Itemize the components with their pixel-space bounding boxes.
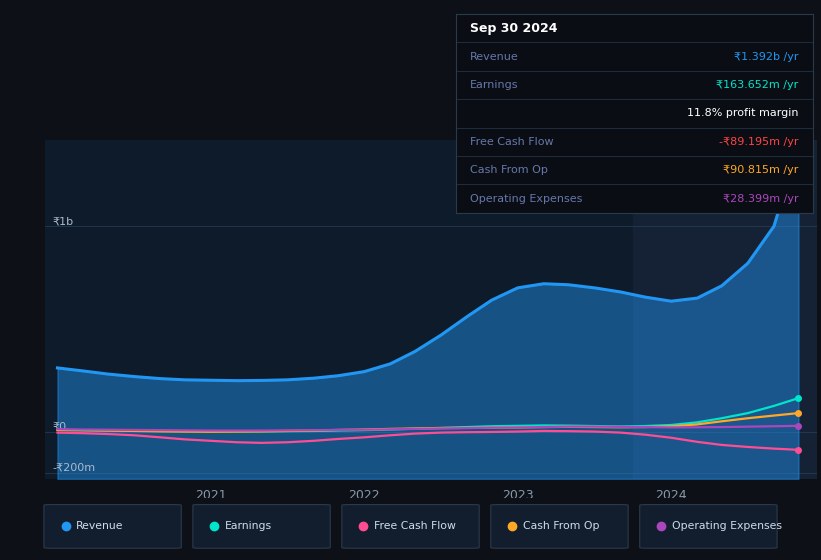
FancyBboxPatch shape (342, 505, 479, 548)
Text: Free Cash Flow: Free Cash Flow (470, 137, 553, 147)
Text: ₹163.652m /yr: ₹163.652m /yr (716, 80, 799, 90)
Text: ₹28.399m /yr: ₹28.399m /yr (722, 194, 799, 204)
Text: Earnings: Earnings (225, 521, 273, 531)
Text: Cash From Op: Cash From Op (470, 165, 548, 175)
Text: Cash From Op: Cash From Op (523, 521, 599, 531)
FancyBboxPatch shape (193, 505, 330, 548)
Text: Revenue: Revenue (470, 52, 519, 62)
Text: Free Cash Flow: Free Cash Flow (374, 521, 456, 531)
Text: -₹200m: -₹200m (53, 463, 96, 473)
Text: -₹89.195m /yr: -₹89.195m /yr (719, 137, 799, 147)
Text: ₹1.392b /yr: ₹1.392b /yr (734, 52, 799, 62)
Text: Operating Expenses: Operating Expenses (672, 521, 782, 531)
Text: 11.8% profit margin: 11.8% profit margin (687, 109, 799, 118)
Text: Earnings: Earnings (470, 80, 518, 90)
Text: Sep 30 2024: Sep 30 2024 (470, 22, 557, 35)
FancyBboxPatch shape (491, 505, 628, 548)
Text: ₹1b: ₹1b (53, 216, 74, 226)
Text: Operating Expenses: Operating Expenses (470, 194, 582, 204)
FancyBboxPatch shape (44, 505, 181, 548)
Text: Revenue: Revenue (76, 521, 124, 531)
Text: ₹0: ₹0 (53, 422, 67, 432)
FancyBboxPatch shape (640, 505, 777, 548)
Text: ₹90.815m /yr: ₹90.815m /yr (723, 165, 799, 175)
Bar (633, 140, 817, 479)
